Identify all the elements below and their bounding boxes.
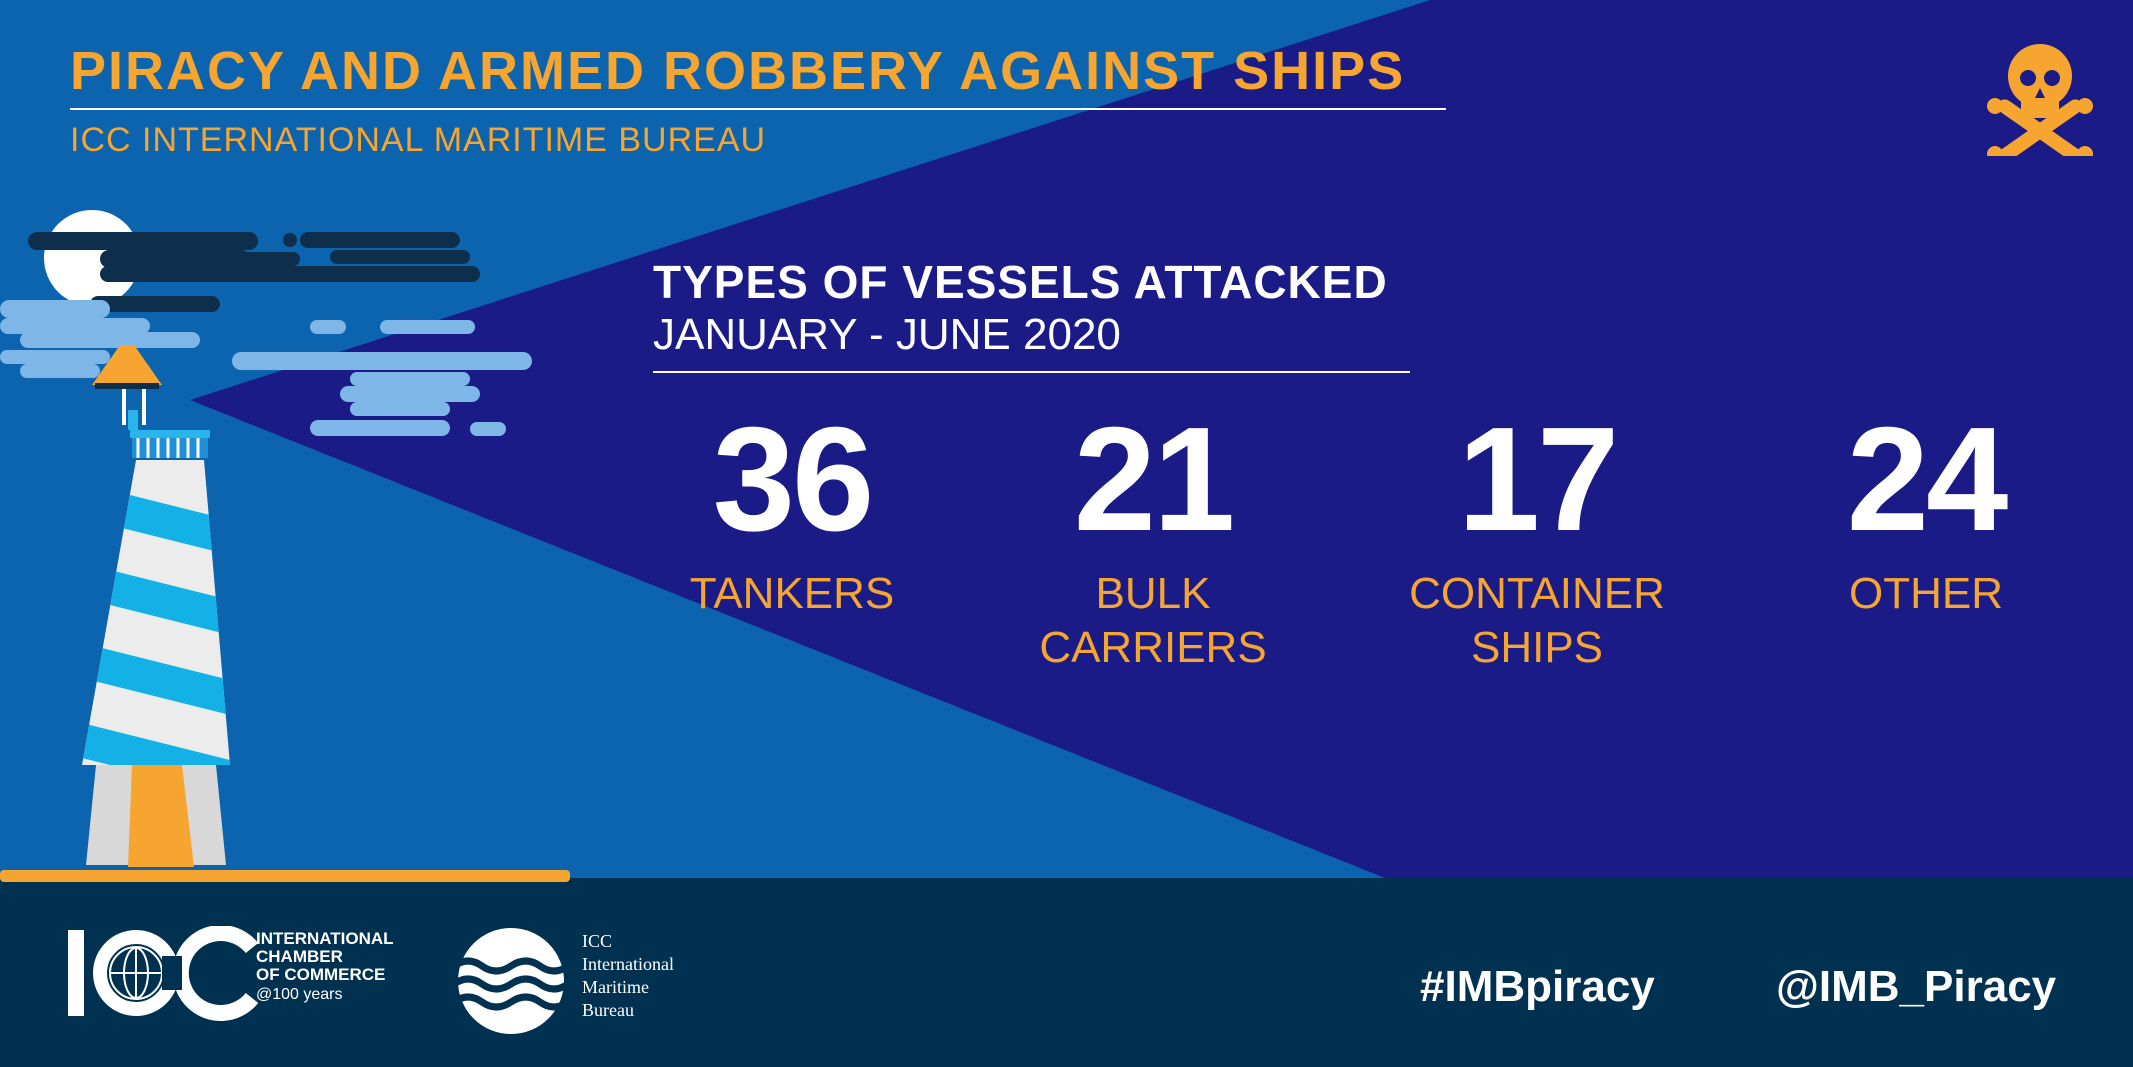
section-period: JANUARY - JUNE 2020	[653, 310, 1121, 359]
icc-globe-logo	[68, 926, 258, 1021]
title-divider	[70, 108, 1446, 110]
skull-crossbones-icon	[1987, 44, 2093, 156]
stat-value: 17	[1457, 397, 1620, 562]
stat-container-ships: 17 CONTAINER SHIPS	[1357, 405, 1717, 675]
stat-label: CONTAINER SHIPS	[1409, 569, 1665, 672]
icc-anniversary: @100 years	[256, 986, 343, 1003]
icc-name: INTERNATIONAL CHAMBER OF COMMERCE	[256, 929, 394, 984]
imb-waves-logo	[454, 928, 568, 1034]
stat-label: OTHER	[1849, 569, 2003, 618]
stat-other: 24 OTHER	[1746, 405, 2106, 621]
stat-value: 21	[1073, 397, 1236, 562]
stat-bulk-carriers: 21 BULK CARRIERS	[973, 405, 1333, 675]
stat-value: 36	[712, 397, 875, 562]
lighthouse-illustration	[82, 345, 230, 867]
stat-label: BULK CARRIERS	[1039, 569, 1267, 672]
page-subtitle: ICC INTERNATIONAL MARITIME BUREAU	[70, 121, 767, 159]
twitter-handle: @IMB_Piracy	[1776, 962, 2057, 1011]
section-title: TYPES OF VESSELS ATTACKED	[653, 256, 1388, 308]
hashtag: #IMBpiracy	[1420, 962, 1655, 1011]
section-divider	[653, 371, 1410, 373]
stat-tankers: 36 TANKERS	[612, 405, 972, 621]
page-title: PIRACY AND ARMED ROBBERY AGAINST SHIPS	[70, 41, 1406, 101]
imb-name: ICC International Maritime Bureau	[582, 931, 674, 1020]
stat-label: TANKERS	[689, 569, 895, 618]
stat-value: 24	[1846, 397, 2009, 562]
